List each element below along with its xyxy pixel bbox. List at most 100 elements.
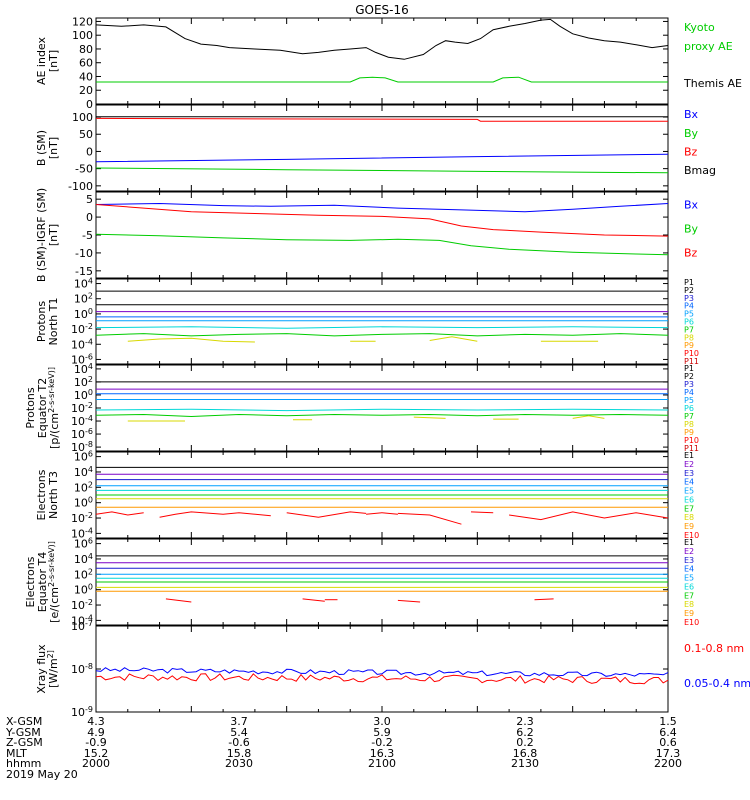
x-axis-value: 2200	[654, 757, 682, 770]
series-segment	[95, 511, 144, 516]
legend-entry: E9	[684, 609, 694, 618]
plot-title: GOES-16	[355, 3, 409, 17]
legend-entry: P8	[684, 420, 694, 429]
legend-entry: P11	[684, 444, 699, 453]
legend-entry: P7	[684, 325, 694, 334]
y-axis-title: Electrons	[35, 469, 48, 520]
series-segment	[127, 337, 255, 343]
legend-entry: E6	[684, 495, 694, 504]
legend-entry: proxy AE	[684, 40, 733, 53]
panel-bdiff: -15 -10 -5 0 5 B (SM)-IGRF (SM) [nT] Bx By Bz	[35, 188, 699, 282]
y-tick-label: 104	[74, 277, 93, 291]
legend-entry: E7	[684, 504, 694, 513]
series-segment	[534, 598, 554, 601]
panel-frame	[95, 104, 669, 192]
legend-entry: P10	[684, 349, 699, 358]
y-tick-label: 10-4	[71, 613, 93, 627]
panel-frame	[95, 278, 669, 365]
x-axis-row-label: Y-GSM	[5, 726, 41, 739]
legend-entry: E8	[684, 600, 694, 609]
panel-bsm: -100 -50 0 50 100 B (SM) [nT] Bx By Bz Bmag	[35, 104, 716, 193]
series-segment	[572, 415, 605, 419]
y-tick-label: 102	[74, 292, 93, 306]
legend-entry: P6	[684, 404, 694, 413]
x-axis-value: -0.9	[85, 736, 106, 749]
x-axis-value: -0.2	[371, 736, 392, 749]
series-segment	[397, 512, 462, 525]
series-segment	[366, 512, 398, 515]
y-tick-label: 10-2	[71, 511, 93, 525]
legend-entry: Bz	[684, 145, 698, 158]
series-p5	[95, 408, 669, 412]
legend-entry: P3	[684, 380, 694, 389]
x-axis-value: 2.3	[516, 715, 534, 728]
date-label: 2019 May 20	[6, 768, 78, 781]
legend-entry: E5	[684, 487, 694, 496]
legend-entry: P2	[684, 372, 694, 381]
y-axis-title: Protons	[24, 387, 37, 428]
legend-entry: 0.05-0.4 nm	[684, 677, 750, 690]
x-axis-value: 5.4	[230, 726, 248, 739]
legend-entry: E2	[684, 460, 694, 469]
panel-xray: 10-7 10-8 10-9 Xray flux [W/m2] 0.1-0.8 nm 0.0…	[35, 619, 750, 719]
x-axis-value: 16.8	[513, 747, 538, 760]
y-tick-label: 10-4	[71, 337, 93, 351]
y-tick-label: 106	[74, 450, 93, 464]
y-axis-title: Electrons	[24, 556, 37, 607]
legend-entry: Kyoto	[684, 21, 715, 34]
series-segment	[159, 511, 271, 518]
series-segment	[470, 511, 494, 514]
legend-entry: P7	[684, 412, 694, 421]
y-tick-label: 10-8	[71, 662, 93, 676]
y-tick-label: 50	[79, 128, 93, 141]
x-axis-value: 16.3	[370, 747, 395, 760]
y-axis-title: North T3	[47, 471, 60, 519]
legend-entry: E3	[684, 556, 694, 565]
legend-entry: E3	[684, 469, 694, 478]
x-axis-value: 15.8	[227, 747, 252, 760]
y-tick-label: 104	[74, 465, 93, 479]
series-0-1-0-8-nm	[95, 673, 669, 685]
y-axis-title: Protons	[35, 301, 48, 342]
y-axis-title: Xray flux	[35, 644, 48, 694]
x-axis-row-label: MLT	[6, 747, 27, 760]
x-axis-value: 4.9	[87, 726, 105, 739]
x-axis-row-label: hhmm	[6, 757, 41, 770]
legend-entry: E6	[684, 582, 694, 591]
y-axis-title: [e/(cm2-s-sr-keV)]	[47, 541, 61, 623]
x-axis-row-label: Z-GSM	[6, 736, 43, 749]
series-segment	[302, 598, 325, 602]
series-by	[95, 233, 669, 256]
legend-entry: Themis AE	[683, 77, 742, 90]
x-axis-value: 17.3	[656, 747, 681, 760]
series-segment	[509, 511, 669, 521]
y-tick-label: 10-2	[71, 401, 93, 415]
y-tick-label: 106	[74, 537, 93, 551]
series-kyoto-proxy-ae	[95, 18, 669, 60]
legend-entry: By	[684, 127, 699, 140]
y-tick-label: 10-6	[71, 427, 93, 441]
series-p6	[95, 326, 669, 329]
x-axis-value: 0.2	[516, 736, 534, 749]
legend-entry: P9	[684, 428, 694, 437]
panel-frame	[95, 364, 669, 452]
y-axis-title: B (SM)	[35, 130, 48, 166]
y-axis-title: Equator T4	[36, 552, 49, 612]
x-axis-value: 3.7	[230, 715, 248, 728]
legend-entry: E1	[684, 451, 694, 460]
y-tick-label: 102	[74, 567, 93, 581]
legend-entry: By	[684, 223, 699, 236]
series-bz	[95, 117, 668, 122]
x-axis-value: 15.2	[84, 747, 109, 760]
y-tick-label: 10-6	[71, 352, 93, 366]
x-axis-value: 3.0	[373, 715, 391, 728]
series-themis-ae	[96, 76, 668, 83]
y-axis-title: [nT]	[47, 224, 60, 246]
y-tick-label: 0	[86, 211, 93, 224]
legend-entry: E4	[684, 565, 694, 574]
legend-entry: Bz	[684, 247, 698, 260]
